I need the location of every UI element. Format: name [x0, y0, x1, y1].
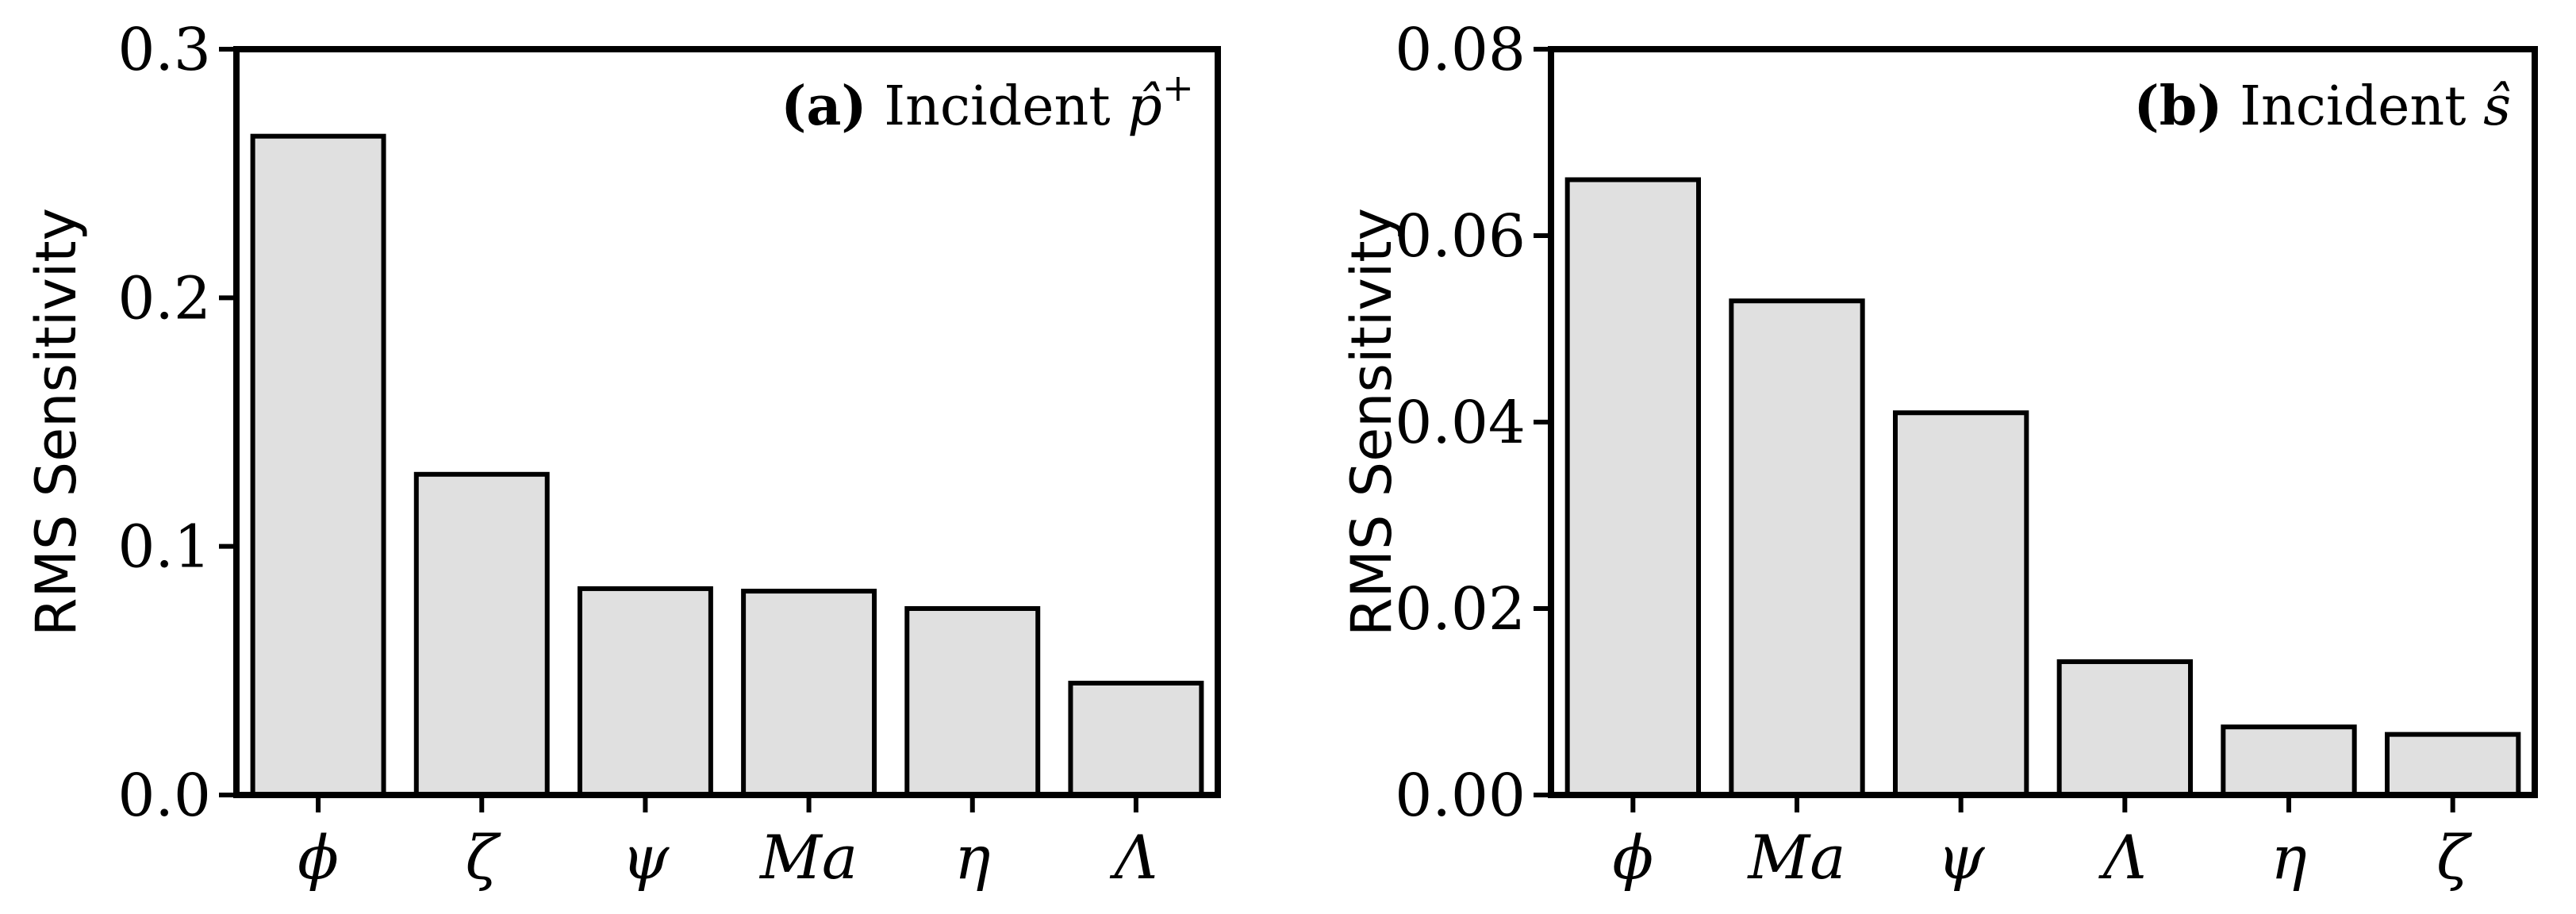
annotation-superscript: +	[1162, 66, 1194, 110]
bar	[1729, 298, 1865, 797]
annotation-label: (b)	[2134, 75, 2223, 138]
y-tick-label: 0.08	[1395, 16, 1526, 84]
y-tick-label: 0.3	[117, 16, 211, 84]
panel-a: ϕ ζ ψ Ma η Λ 0.0 0.1 0.2 0.3 RMS Sensitivity (a) In…	[24, 16, 1221, 893]
x-tick-label: ζ	[466, 822, 501, 893]
x-tick-label: η	[954, 822, 991, 893]
bar	[1564, 177, 1701, 797]
x-tick-label: Ma	[758, 822, 858, 893]
x-tick-label: Ma	[1746, 822, 1845, 893]
y-axis-label: RMS Sensitivity	[24, 208, 89, 636]
bar	[2385, 732, 2521, 797]
bar	[741, 589, 877, 797]
x-tick-label: ψ	[622, 822, 670, 893]
y-tick-label: 0.06	[1395, 202, 1526, 271]
bar	[1893, 410, 2029, 797]
panel-annotation: (a) Incident p̂+	[781, 66, 1194, 138]
y-tick-label: 0.00	[1395, 762, 1526, 830]
x-tick-label: Λ	[1109, 822, 1157, 893]
axes-frame	[233, 46, 1221, 798]
x-tick-label: ϕ	[298, 822, 339, 893]
annotation-text: Incident	[2240, 75, 2466, 138]
bar	[413, 471, 550, 797]
panel-annotation: (b) Incident ŝ	[2134, 75, 2511, 138]
y-tick-label: 0.2	[117, 264, 211, 332]
x-tick-label: Λ	[2098, 822, 2147, 893]
x-tick-label: η	[2271, 822, 2307, 893]
bar	[1068, 681, 1204, 797]
bar	[904, 606, 1041, 797]
annotation-symbol: ŝ	[2483, 75, 2511, 138]
x-tick-label: ϕ	[1612, 822, 1653, 893]
y-axis-label: RMS Sensitivity	[1339, 208, 1404, 636]
annotation-symbol: p̂	[1127, 75, 1162, 138]
bar	[2221, 724, 2357, 797]
x-tick-label: ζ	[2436, 822, 2472, 893]
bar	[250, 133, 386, 797]
x-tick-label: ψ	[1937, 822, 1986, 893]
y-tick-label: 0.0	[117, 762, 211, 830]
bar	[577, 586, 713, 798]
annotation-text: Incident	[884, 75, 1110, 138]
bar	[2056, 659, 2194, 797]
y-tick-label: 0.1	[117, 513, 211, 582]
y-tick-label: 0.04	[1395, 389, 1526, 457]
y-tick-label: 0.02	[1395, 575, 1526, 643]
annotation-label: (a)	[781, 75, 866, 138]
